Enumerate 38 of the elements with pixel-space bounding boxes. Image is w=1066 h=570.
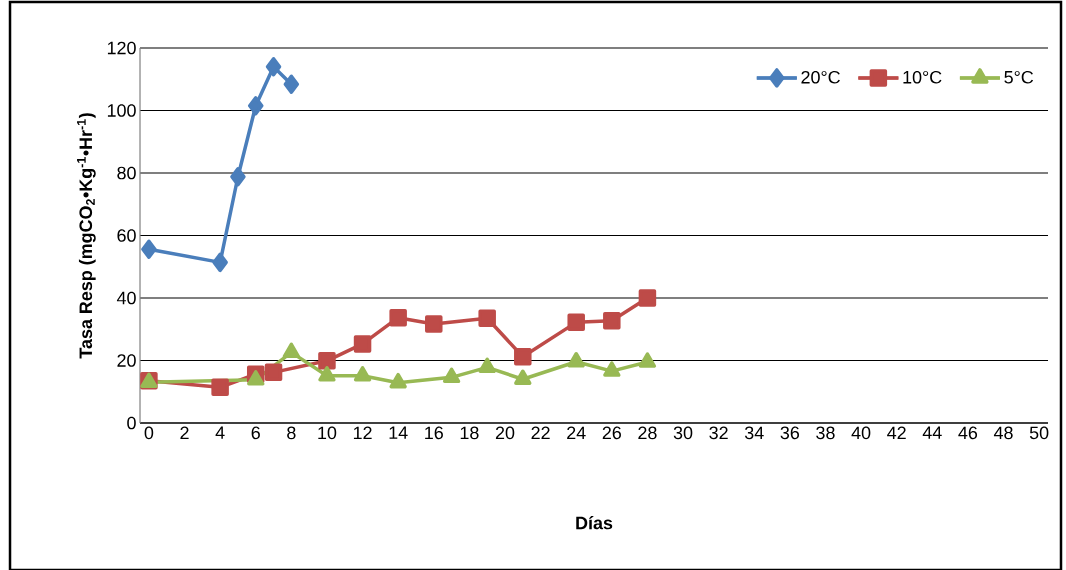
x-axis-title: Días [576, 516, 613, 530]
x-tick-label: 28 [638, 426, 657, 440]
x-tick-label: 48 [993, 426, 1013, 440]
x-tick-label: 0 [144, 426, 154, 440]
y-axis-title: Tasa Resp (mgCO$_{2}$•Kg$^{-1}$•Hr$^{-1}$) [77, 113, 96, 359]
x-tick-label: 4 [215, 426, 225, 439]
x-tick-label: 16 [425, 426, 443, 440]
x-tick-label: 18 [460, 426, 479, 440]
x-tick-label: 44 [922, 426, 942, 439]
x-tick-label: 36 [780, 426, 800, 440]
y-tick-label: 100 [107, 104, 136, 117]
y-tick-label: 40 [116, 291, 136, 305]
x-tick-label: 2 [180, 426, 189, 440]
x-tick-label: 10 [318, 426, 337, 440]
x-tick-label: 14 [389, 426, 408, 439]
legend-label: 20°C [801, 70, 840, 84]
legend-label: 10°C [903, 70, 942, 84]
x-tick-label: 50 [1029, 426, 1049, 440]
legend-label: 5°C [1004, 70, 1034, 84]
x-tick-label: 38 [816, 426, 835, 440]
x-tick-label: 6 [251, 426, 260, 440]
x-tick-label: 8 [287, 426, 296, 440]
x-tick-label: 24 [567, 426, 586, 440]
x-tick-label: 30 [673, 426, 693, 440]
x-tick-label: 34 [744, 426, 764, 440]
x-tick-label: 22 [531, 426, 550, 440]
x-tick-label: 26 [602, 426, 621, 440]
y-tick-label: 60 [117, 229, 136, 242]
x-tick-label: 46 [958, 426, 978, 440]
y-tick-label: 20 [117, 354, 136, 367]
x-tick-label: 20 [495, 426, 515, 440]
y-tick-label: 0 [127, 416, 136, 430]
y-tick-label: 120 [107, 41, 136, 55]
x-tick-label: 12 [353, 426, 372, 440]
x-tick-label: 40 [851, 426, 871, 440]
x-tick-label: 32 [709, 426, 728, 440]
y-tick-label: 80 [117, 166, 136, 180]
x-tick-label: 42 [887, 426, 906, 440]
